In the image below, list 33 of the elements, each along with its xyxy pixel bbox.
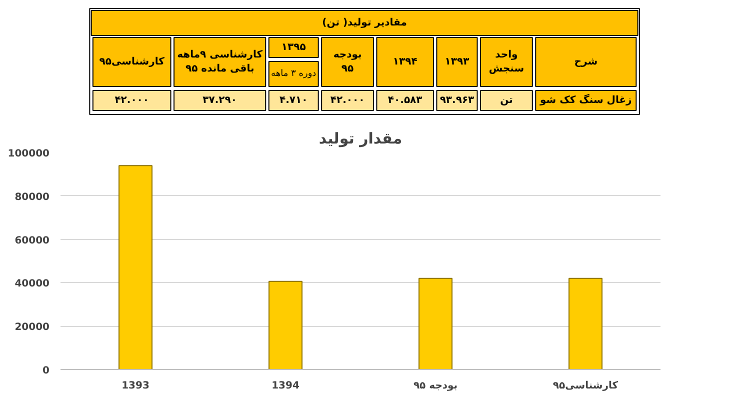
text: ۴۲.۰۰۰ <box>330 95 365 106</box>
x-tick-label: بودجه ۹۵ <box>413 380 458 392</box>
text: تن <box>500 95 514 106</box>
chart-title: مقدار تولید <box>318 130 402 148</box>
bar <box>118 165 152 370</box>
text: ۳۷.۲۹۰ <box>202 95 237 106</box>
bar <box>418 278 452 370</box>
text: ۱۳۹۳ <box>444 56 470 68</box>
text: ۴۲.۰۰۰ <box>114 95 150 106</box>
x-tick-label: 1394 <box>272 380 300 392</box>
y-tick-label: 80000 <box>14 192 50 203</box>
text: ۹۳.۹۶۳ <box>440 95 474 106</box>
text: ۴۰.۵۸۳ <box>388 95 422 106</box>
text: مقادیر تولید( تن) <box>322 18 407 28</box>
text: کارشناسی۹۵ <box>99 56 165 68</box>
text: ۴.۷۱۰ <box>280 95 308 106</box>
y-tick-label: 0 <box>42 366 50 376</box>
y-tick-label: 40000 <box>14 278 50 290</box>
text: واحد سنجش <box>488 49 524 75</box>
text: کارشناسی ۹ماهه باقی مانده ۹۵ <box>177 49 263 75</box>
y-tick-label: 20000 <box>14 322 50 334</box>
text: بودجه ۹۵ <box>333 49 362 75</box>
bar <box>268 280 302 370</box>
text: شرح <box>574 56 598 68</box>
text: دوره ۳ ماهه <box>271 69 316 79</box>
x-tick-label: 1393 <box>122 380 150 392</box>
y-tick-label: 60000 <box>14 235 50 246</box>
y-tick-label: 100000 <box>8 148 50 160</box>
text: ۱۳۹۴ <box>392 56 418 68</box>
x-tick-label: کارشناسی۹۵ <box>552 380 618 392</box>
text: زغال سنگ کک شو <box>539 93 632 106</box>
bar <box>568 278 602 370</box>
text: ۱۳۹۵ <box>281 42 306 53</box>
